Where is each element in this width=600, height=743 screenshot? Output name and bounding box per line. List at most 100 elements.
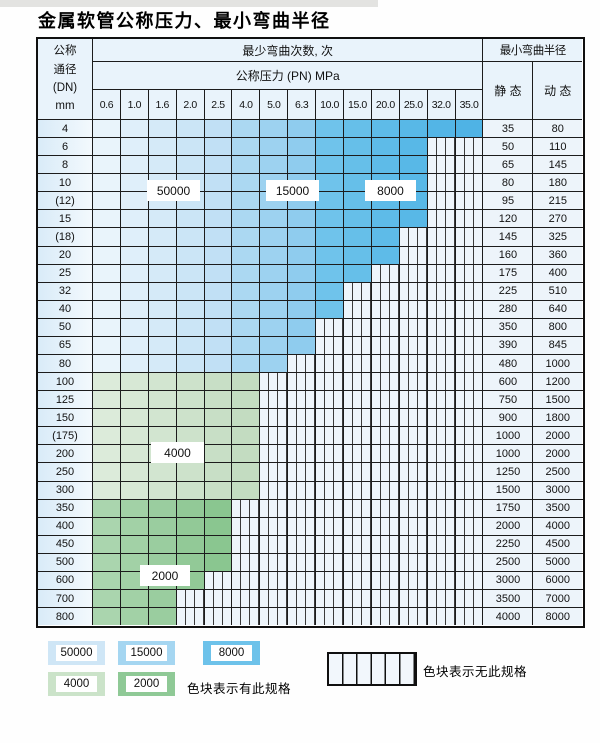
pressure-cell (232, 138, 261, 156)
static-value: 35 (483, 120, 534, 138)
pressure-cell (371, 535, 400, 553)
pressure-cell (204, 608, 233, 626)
pressure-cell (93, 156, 121, 174)
pressure-cell (316, 138, 345, 156)
pressure-cell (316, 355, 345, 373)
pressure-cell (232, 246, 261, 264)
pressure-cell (455, 499, 484, 517)
pressure-cell (427, 156, 456, 174)
pressure-cell (120, 156, 149, 174)
pressure-cell (232, 590, 261, 608)
pressure-cell (344, 300, 372, 318)
pressure-cell (93, 499, 121, 517)
table-row: 40 280 640 (38, 300, 583, 319)
pressure-cell (232, 499, 261, 517)
pressure-col-header: 2.5 (204, 90, 233, 120)
pressure-cell (260, 210, 289, 228)
pressure-cell (316, 318, 345, 336)
pressure-cell (399, 445, 428, 463)
pressure-cell (204, 355, 233, 373)
pressure-cell (371, 499, 400, 517)
pressure-cell (232, 156, 261, 174)
pressure-cell (120, 210, 149, 228)
static-value: 1000 (483, 427, 534, 445)
pressure-cell (344, 571, 372, 590)
pressure-cell (316, 192, 345, 210)
dynamic-value: 215 (533, 192, 583, 210)
dn-cell: 150 (38, 409, 93, 427)
pressure-cell (455, 192, 484, 210)
pressure-cell (204, 300, 233, 318)
pressure-cell (148, 318, 177, 336)
pressure-cell (427, 282, 456, 300)
pressure-cell (120, 174, 149, 192)
pressure-cell (455, 300, 484, 318)
pressure-cell (204, 535, 233, 553)
pressure-cell (427, 391, 456, 409)
pressure-cell (93, 481, 121, 499)
pressure-cell (120, 264, 149, 282)
table-header: 公称 通径 (DN) mm 最少弯曲次数, 次 最小弯曲半径 公称压力 (PN)… (38, 39, 583, 120)
pressure-cell (344, 535, 372, 553)
dn-cell: 25 (38, 264, 93, 282)
pressure-cell (120, 318, 149, 336)
pressure-cell (260, 445, 289, 463)
pressure-cell (176, 156, 205, 174)
pressure-cell (148, 264, 177, 282)
zone-count-label: 4000 (151, 442, 204, 463)
pressure-cell (232, 282, 261, 300)
pressure-cell (148, 391, 177, 409)
table-row: 500 2500 5000 (38, 553, 583, 572)
pressure-cell (93, 300, 121, 318)
static-value: 160 (483, 246, 534, 264)
pressure-cell (288, 355, 317, 373)
pressure-cell (148, 246, 177, 264)
pressure-cell (288, 264, 317, 282)
pressure-cell (455, 571, 484, 590)
static-value: 175 (483, 264, 534, 282)
pressure-cell (93, 571, 121, 590)
pressure-cell (371, 264, 400, 282)
table-row: 350 1750 3500 (38, 499, 583, 518)
pressure-cell (120, 590, 149, 608)
pressure-cell (204, 138, 233, 156)
pressure-cell (176, 282, 205, 300)
pressure-cell (427, 210, 456, 228)
pressure-cell (93, 590, 121, 608)
pressure-cell (288, 138, 317, 156)
dn-cell: (175) (38, 427, 93, 445)
pressure-cell (120, 192, 149, 210)
pressure-cell (455, 355, 484, 373)
pressure-cell (176, 409, 205, 427)
pressure-cell (232, 300, 261, 318)
dynamic-value: 4500 (533, 535, 583, 553)
pressure-cell (344, 120, 372, 138)
pressure-cell (427, 409, 456, 427)
pressure-cell (371, 373, 400, 391)
static-value: 350 (483, 318, 534, 336)
pressure-cell (148, 156, 177, 174)
pressure-cell (120, 228, 149, 246)
dynamic-value: 180 (533, 174, 583, 192)
legend-swatch-label: 15000 (125, 644, 168, 662)
pressure-cell (344, 445, 372, 463)
pressure-cell (371, 481, 400, 499)
pressure-cell (344, 481, 372, 499)
pressure-cell (455, 264, 484, 282)
pressure-cell (120, 391, 149, 409)
pressure-cell (260, 300, 289, 318)
pressure-cell (316, 336, 345, 355)
table-row: (175) 1000 2000 (38, 427, 583, 446)
pressure-cell (455, 427, 484, 445)
dn-cell: 300 (38, 481, 93, 499)
pressure-cell (399, 318, 428, 336)
pressure-cell (260, 571, 289, 590)
pressure-cell (288, 608, 317, 626)
static-value: 1250 (483, 463, 534, 481)
dynamic-value: 325 (533, 228, 583, 246)
pressure-cell (427, 517, 456, 535)
pressure-cell (93, 120, 121, 138)
table-row: 300 1500 3000 (38, 481, 583, 500)
dynamic-value: 845 (533, 336, 583, 355)
